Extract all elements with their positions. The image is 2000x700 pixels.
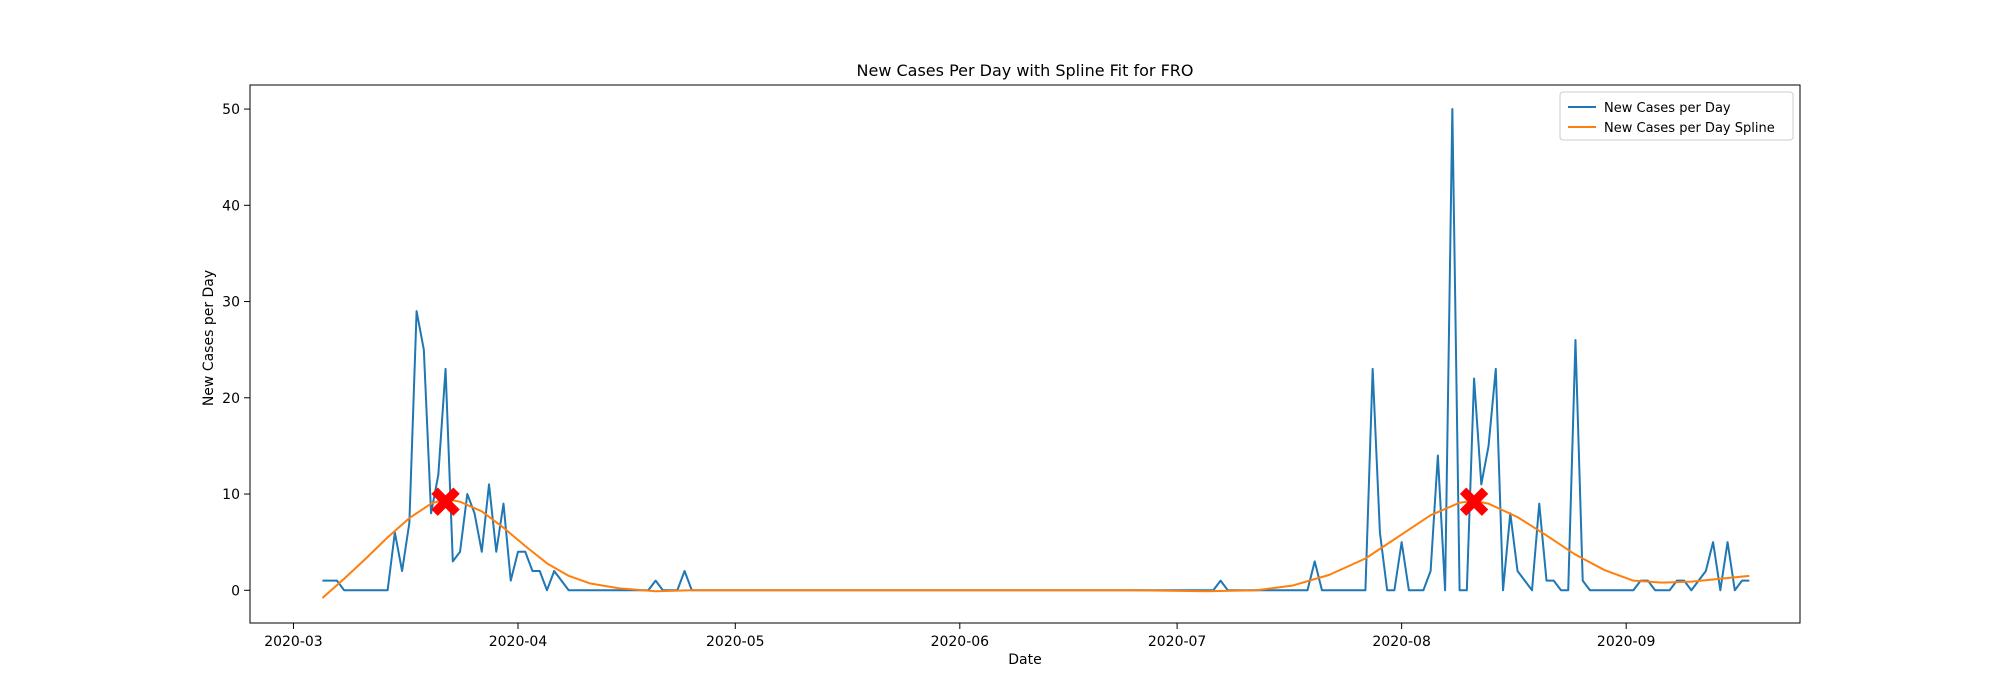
legend-label: New Cases per Day Spline: [1604, 121, 1775, 136]
x-tick-label: 2020-06: [931, 634, 990, 650]
x-tick-label: 2020-07: [1148, 634, 1207, 650]
y-axis: 0 10 20 30 40 50: [222, 102, 250, 599]
x-axis: 2020-03 2020-04 2020-05 2020-06 2020-07 2020-…: [264, 623, 1655, 650]
legend: New Cases per Day New Cases per Day Splin…: [1559, 91, 1794, 141]
x-axis-label: Date: [1008, 652, 1041, 668]
y-tick-label: 40: [222, 198, 240, 214]
y-tick-label: 50: [222, 102, 240, 118]
y-tick-label: 30: [222, 295, 240, 311]
chart-title: New Cases Per Day with Spline Fit for FR…: [857, 61, 1194, 80]
legend-label: New Cases per Day: [1604, 101, 1731, 116]
y-tick-label: 10: [222, 487, 240, 503]
x-tick-label: 2020-09: [1597, 634, 1656, 650]
series-line-1: [322, 108, 1750, 592]
x-tick-label: 2020-08: [1372, 634, 1431, 650]
x-tick-label: 2020-03: [264, 634, 323, 650]
x-tick-label: 2020-04: [489, 634, 548, 650]
markers: [431, 487, 1489, 516]
legend-box: [1559, 91, 1794, 141]
y-axis-label: New Cases per Day: [201, 270, 217, 406]
x-tick-label: 2020-05: [706, 634, 765, 650]
peak-marker-1: [431, 487, 460, 516]
peak-marker-2: [1459, 487, 1489, 516]
y-tick-label: 20: [222, 391, 240, 407]
y-tick-label: 0: [231, 583, 240, 599]
plot-frame: [249, 84, 1801, 624]
